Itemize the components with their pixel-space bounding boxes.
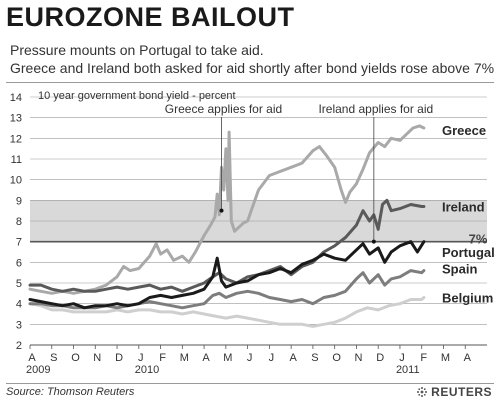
x-tick-label: D <box>115 352 123 364</box>
series-line-belgium <box>28 296 426 328</box>
annotation-marker <box>219 208 224 213</box>
subtitle-line-1: Pressure mounts on Portugal to take aid. <box>10 42 264 58</box>
series-label-belgium: Belgium <box>442 290 493 305</box>
series-label-portugal: Portugal <box>442 245 495 260</box>
x-tick-label: D <box>376 352 384 364</box>
y-tick-label: 6 <box>16 257 22 269</box>
y-tick-label: 3 <box>16 319 22 331</box>
y-tick-label: 8 <box>16 216 22 228</box>
header-divider <box>6 82 494 83</box>
page-title: EUROZONE BAILOUT <box>6 2 295 32</box>
series-line-ireland <box>28 198 426 293</box>
x-tick-label: A <box>464 352 472 364</box>
x-year-label: 2009 <box>26 364 50 376</box>
y-tick-label: 13 <box>10 113 22 125</box>
x-tick-label: N <box>93 352 101 364</box>
x-tick-label: M <box>441 352 450 364</box>
x-tick-label: J <box>138 352 144 364</box>
y-axis-label: 10 year government bond yield - percent <box>38 90 236 102</box>
annotation-marker <box>371 239 376 244</box>
x-tick-label: S <box>311 352 318 364</box>
annotation-label: Ireland applies for aid <box>318 102 433 116</box>
x-year-label: 2010 <box>135 364 159 376</box>
y-tick-label: 2 <box>16 340 22 352</box>
series-label-greece: Greece <box>442 123 486 138</box>
x-tick-label: J <box>269 352 275 364</box>
series-label-spain: Spain <box>442 262 477 277</box>
series-line-portugal <box>28 240 426 310</box>
x-tick-label: J <box>399 352 405 364</box>
brand-name: REUTERS <box>431 385 492 399</box>
x-tick-label: N <box>354 352 362 364</box>
series-label-ireland: Ireland <box>442 200 485 215</box>
x-year-label: 2011 <box>396 364 420 376</box>
x-tick-label: A <box>202 352 210 364</box>
subtitle-line-2: Greece and Ireland both asked for aid sh… <box>10 60 495 76</box>
series-line-greece <box>28 124 426 295</box>
y-tick-label: 5 <box>16 278 22 290</box>
x-tick-label: J <box>247 352 253 364</box>
annotation-label: Greece applies for aid <box>165 102 282 116</box>
x-tick-label: A <box>28 352 36 364</box>
y-tick-label: 14 <box>10 92 22 104</box>
x-tick-label: O <box>71 352 80 364</box>
y-tick-label: 12 <box>10 133 22 145</box>
y-tick-label: 11 <box>11 154 22 166</box>
y-tick-label: 10 <box>10 175 22 187</box>
x-tick-label: A <box>289 352 297 364</box>
x-tick-label: F <box>159 352 166 364</box>
brand-logo: REUTERS <box>416 385 492 399</box>
y-tick-label: 4 <box>16 299 22 311</box>
bond-yield-chart: 2 3 4 5 6 7 8 9 10 11 12 13 14 10 year government bon… <box>10 90 495 376</box>
y-tick-label: 7 <box>16 237 22 249</box>
reuters-dot-icon <box>417 387 428 397</box>
x-tick-label: O <box>332 352 341 364</box>
x-tick-label: M <box>223 352 232 364</box>
x-tick-label: S <box>50 352 57 364</box>
x-tick-label: F <box>420 352 427 364</box>
threshold-label: 7% <box>469 232 488 247</box>
source-credit: Source: Thomson Reuters <box>6 386 135 398</box>
footer-divider <box>6 383 494 384</box>
y-tick-label: 9 <box>16 195 22 207</box>
x-tick-label: M <box>180 352 189 364</box>
